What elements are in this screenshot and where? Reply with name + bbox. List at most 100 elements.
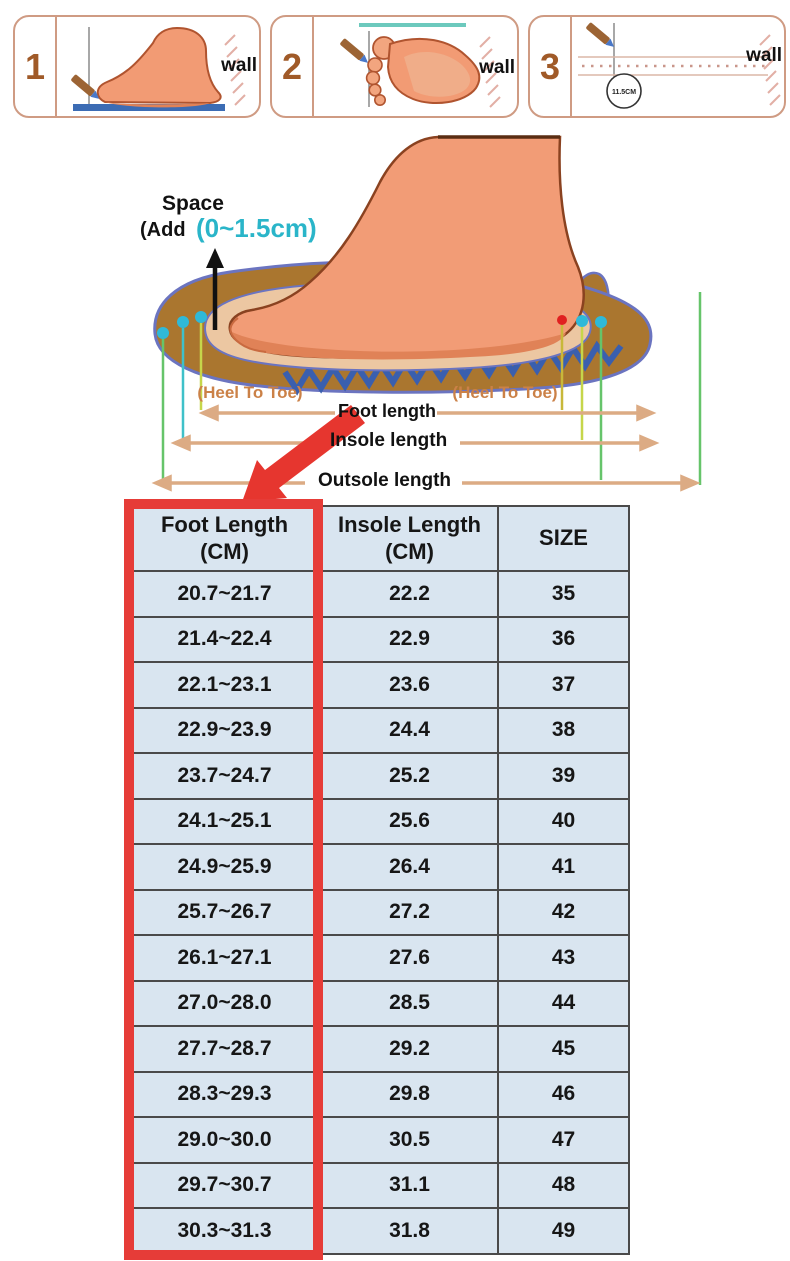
table-row: 24.9~25.9 26.4 41 [127,843,630,891]
foot-length-value: 21.4~22.4 [127,615,322,663]
size-value: 36 [497,615,630,663]
foot-length-value: 27.7~28.7 [127,1025,322,1073]
wall-hatch [479,36,501,108]
size-value: 49 [497,1207,630,1255]
foot-length-value: 26.1~27.1 [127,934,322,982]
size-value: 40 [497,797,630,845]
size-value: 39 [497,752,630,800]
insole-length-value: 22.9 [320,615,499,663]
table-row: 24.1~25.1 25.6 40 [127,797,630,845]
insole-length-value: 26.4 [320,843,499,891]
size-value: 37 [497,661,630,709]
foot-measurement-diagram: Space (Add (0~1.5cm) (Heel To Toe) (Heel… [0,122,790,505]
foot-length-value: 22.9~23.9 [127,706,322,754]
pencil-icon [340,38,369,63]
header-size: SIZE [497,505,630,572]
heel-to-toe-right-label: (Heel To Toe) [452,383,558,402]
insole-length-value: 25.6 [320,797,499,845]
table-row: 29.0~30.0 30.5 47 [127,1116,630,1164]
heel-to-toe-left-label: (Heel To Toe) [197,383,303,402]
size-table-section: Foot Length (CM) Insole Length (CM) SIZE… [124,499,630,1260]
foot-length-value: 27.0~28.0 [127,979,322,1027]
table-row: 27.7~28.7 29.2 45 [127,1025,630,1073]
table-row: 29.7~30.7 31.1 48 [127,1161,630,1209]
ruler-measurement-note: 11.5CM [612,89,636,96]
insole-length-value: 25.2 [320,752,499,800]
table-row: 25.7~26.7 27.2 42 [127,888,630,936]
space-label: Space [162,192,224,215]
foot-length-value: 24.9~25.9 [127,843,322,891]
size-value: 47 [497,1116,630,1164]
foot-length-value: 29.7~30.7 [127,1161,322,1209]
table-row: 21.4~22.4 22.9 36 [127,615,630,663]
wall-hatch [759,34,781,106]
table-row: 27.0~28.0 28.5 44 [127,979,630,1027]
measurement-circle [606,73,642,109]
table-row: 23.7~24.7 25.2 39 [127,752,630,800]
size-value: 44 [497,979,630,1027]
insole-length-value: 27.6 [320,934,499,982]
foot-length-value: 20.7~21.7 [127,570,322,618]
heel-red-dot [557,315,567,325]
ruler-illustration: 11.5CM [578,22,781,109]
instruction-step-1: 1 wall [13,15,261,118]
insole-length-label: Insole length [330,430,448,451]
foot-length-value: 30.3~31.3 [127,1207,322,1255]
foot-length-value: 25.7~26.7 [127,888,322,936]
foot-length-value: 23.7~24.7 [127,752,322,800]
size-value: 45 [497,1025,630,1073]
table-row: 30.3~31.3 31.8 49 [127,1207,630,1255]
size-value: 46 [497,1070,630,1118]
instruction-step-2: 2 w [270,15,519,118]
foot-length-value: 22.1~23.1 [127,661,322,709]
header-insole-length: Insole Length (CM) [320,505,499,572]
insole-length-value: 22.2 [320,570,499,618]
table-row: 28.3~29.3 29.8 46 [127,1070,630,1118]
size-value: 38 [497,706,630,754]
guide-lines [161,292,702,485]
size-value: 35 [497,570,630,618]
foot-length-value: 29.0~30.0 [127,1116,322,1164]
step-1-number: 1 [15,17,57,116]
insole-length-value: 28.5 [320,979,499,1027]
insole-length-value: 31.1 [320,1161,499,1209]
size-value: 48 [497,1161,630,1209]
table-row: 20.7~21.7 22.2 35 [127,570,630,618]
red-highlight-arrow [242,405,365,502]
header-foot-length: Foot Length (CM) [127,505,322,572]
insole-length-value: 27.2 [320,888,499,936]
size-value: 41 [497,843,630,891]
step-2-number: 2 [272,17,314,116]
table-row: 22.1~23.1 23.6 37 [127,661,630,709]
size-table: Foot Length (CM) Insole Length (CM) SIZE… [127,505,630,1255]
insole-length-value: 30.5 [320,1116,499,1164]
space-range-label: (0~1.5cm) [196,213,317,243]
table-header-row: Foot Length (CM) Insole Length (CM) SIZE [127,505,630,572]
foot-sole-illustration [340,23,501,108]
foot-length-value: 28.3~29.3 [127,1070,322,1118]
outsole-length-label: Outsole length [318,470,451,491]
insole-length-value: 29.2 [320,1025,499,1073]
foot-illustration [228,135,585,359]
size-value: 42 [497,888,630,936]
wall-hatch [224,34,246,106]
insole-length-value: 29.8 [320,1070,499,1118]
table-row: 26.1~27.1 27.6 43 [127,934,630,982]
pencil-icon [71,74,100,99]
floor-bar [73,104,225,111]
wall-label-2: wall [479,57,515,78]
step-3-number: 3 [530,17,572,116]
pencil-icon [586,22,615,47]
insole-length-value: 23.6 [320,661,499,709]
insole-length-value: 24.4 [320,706,499,754]
measurement-dots [157,311,607,339]
wall-label-1: wall [221,55,257,76]
insole-length-value: 31.8 [320,1207,499,1255]
foot-side-view-illustration [71,26,246,111]
foot-length-label: Foot length [338,401,436,421]
instruction-step-3: 3 11.5CM wall [528,15,786,118]
wall-label-3: wall [746,45,782,66]
space-add-label: (Add [140,219,186,241]
foot-length-value: 24.1~25.1 [127,797,322,845]
